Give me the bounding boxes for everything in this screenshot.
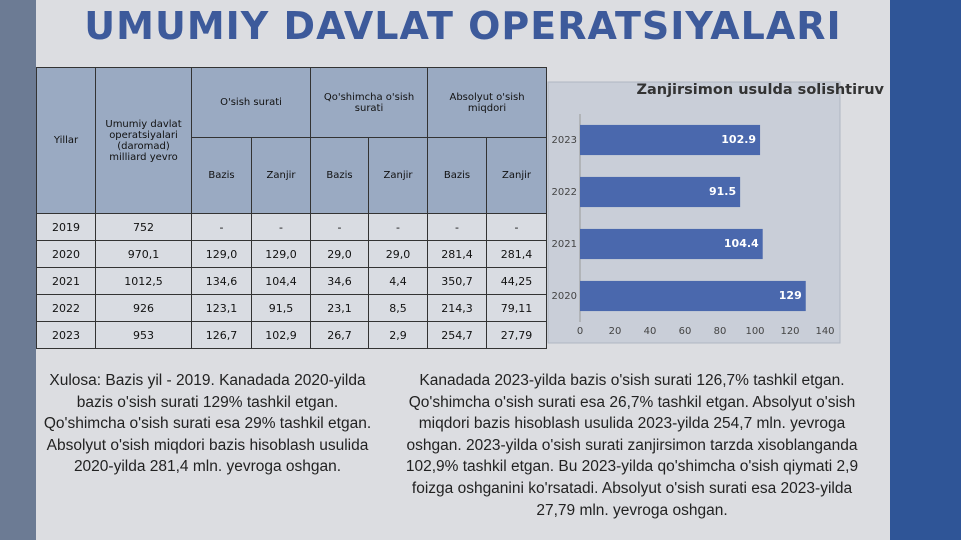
table-cell: 29,0 <box>368 240 429 268</box>
table-row: 2021 1012,5 134,6 104,4 34,6 4,4 350,7 44,25 <box>36 267 548 295</box>
table-cell: Umumiy davlat operatsiyalari (daromad) m… <box>95 67 192 214</box>
table-cell: Zanjir <box>250 137 312 214</box>
table-cell: - <box>486 213 548 241</box>
table-row: Yillar Umumiy davlat operatsiyalari (daro… <box>36 67 548 214</box>
table-cell: - <box>368 213 429 241</box>
table-cell: 970,1 <box>95 240 192 268</box>
table-cell: 134,6 <box>191 267 252 295</box>
data-label: 104.4 <box>724 237 759 250</box>
table-cell: 2019 <box>36 213 96 241</box>
table-cell: Zanjir <box>486 137 548 214</box>
table-cell: 44,25 <box>486 267 548 295</box>
x-tick-label: 140 <box>815 326 834 337</box>
right-strip <box>890 0 961 540</box>
table-cell: 2023 <box>36 321 96 349</box>
table-cell: 2020 <box>36 240 96 268</box>
table-cell: - <box>250 213 312 241</box>
table-cell: 104,4 <box>250 267 312 295</box>
x-tick-label: 80 <box>714 326 727 337</box>
table-cell: 2,9 <box>368 321 429 349</box>
table-cell: Bazis <box>310 137 370 214</box>
table-cell: O'sish surati <box>190 67 312 138</box>
conclusion-right: Kanadada 2023-yilda bazis o'sish surati … <box>405 372 859 519</box>
x-tick-label: 20 <box>609 326 622 337</box>
table-cell: 1012,5 <box>95 267 192 295</box>
table-cell: 4,4 <box>368 267 429 295</box>
table-cell: 129,0 <box>250 240 312 268</box>
table-cell: 123,1 <box>191 294 252 322</box>
table-cell: 926 <box>95 294 192 322</box>
table-cell: 91,5 <box>250 294 312 322</box>
x-tick-label: 0 <box>577 326 583 337</box>
table-cell: Qo'shimcha o'sish surati <box>310 67 429 138</box>
table-cell: - <box>191 213 252 241</box>
data-table: Yillar Umumiy davlat operatsiyalari (daro… <box>36 67 548 349</box>
x-tick-label: 60 <box>679 326 692 337</box>
table-cell: 953 <box>95 321 192 349</box>
left-strip <box>0 0 36 540</box>
table-cell: 2021 <box>36 267 96 295</box>
table-cell: 26,7 <box>310 321 370 349</box>
table-cell: 214,3 <box>427 294 488 322</box>
data-label: 91.5 <box>709 185 736 198</box>
table-cell: 23,1 <box>310 294 370 322</box>
data-label: 102.9 <box>721 133 756 146</box>
table-row: 2019 752- - - - - - <box>36 213 548 241</box>
table-cell: 752 <box>95 213 192 241</box>
table-cell: 129,0 <box>191 240 252 268</box>
conclusion-left: Xulosa: Bazis yil - 2019. Kanadada 2020-… <box>43 372 372 476</box>
data-label: 129 <box>779 289 802 302</box>
table-cell: 79,11 <box>486 294 548 322</box>
table-cell: 281,4 <box>427 240 488 268</box>
bar <box>580 176 741 208</box>
table-cell: 34,6 <box>310 267 370 295</box>
bar <box>580 228 763 260</box>
table-cell: Absolyut o'sish miqdori <box>427 67 548 138</box>
x-tick-label: 100 <box>745 326 764 337</box>
table-cell: 8,5 <box>368 294 429 322</box>
table-cell: - <box>427 213 488 241</box>
bar <box>580 124 761 156</box>
table-row: 2020 970,1 129,0 129,0 29,0 29,0 281,4 281,4 <box>36 240 548 268</box>
table-row: 2022 926 123,1 91,5 23,1 8,5 214,3 79,11 <box>36 294 548 322</box>
y-tick-label: 2021 <box>552 239 577 250</box>
table-row: Bazis Zanjir Bazis Zanjir Bazis Zanjir <box>37 137 548 214</box>
table-cell: Yillar <box>36 67 96 214</box>
table-row: 2023 953 126,7 102,9 26,7 2,9 254,7 27,79 <box>36 321 548 349</box>
bar <box>580 280 806 312</box>
table-cell: 2022 <box>36 294 96 322</box>
table-cell: 102,9 <box>250 321 312 349</box>
table-cell: - <box>310 213 370 241</box>
y-tick-label: 2020 <box>552 291 577 302</box>
table-cell: 350,7 <box>427 267 488 295</box>
table-cell: 254,7 <box>427 321 488 349</box>
y-tick-label: 2023 <box>552 135 577 146</box>
slide-title: UMUMIY DAVLAT OPERATSIYALARI <box>84 4 842 48</box>
chart: Zanjirsimon usulda solishtiruv 0 20 40 60 80… <box>547 81 885 344</box>
x-tick-label: 120 <box>780 326 799 337</box>
table-cell: Bazis <box>191 137 252 214</box>
table-cell: 126,7 <box>191 321 252 349</box>
table-cell: 29,0 <box>310 240 370 268</box>
x-tick-label: 40 <box>644 326 657 337</box>
table-cell: 281,4 <box>486 240 548 268</box>
y-tick-label: 2022 <box>552 187 577 198</box>
table-cell: Bazis <box>427 137 488 214</box>
table-cell: 27,79 <box>486 321 548 349</box>
table-cell: Zanjir <box>368 137 429 214</box>
chart-title: Zanjirsimon usulda solishtiruv <box>636 82 884 98</box>
